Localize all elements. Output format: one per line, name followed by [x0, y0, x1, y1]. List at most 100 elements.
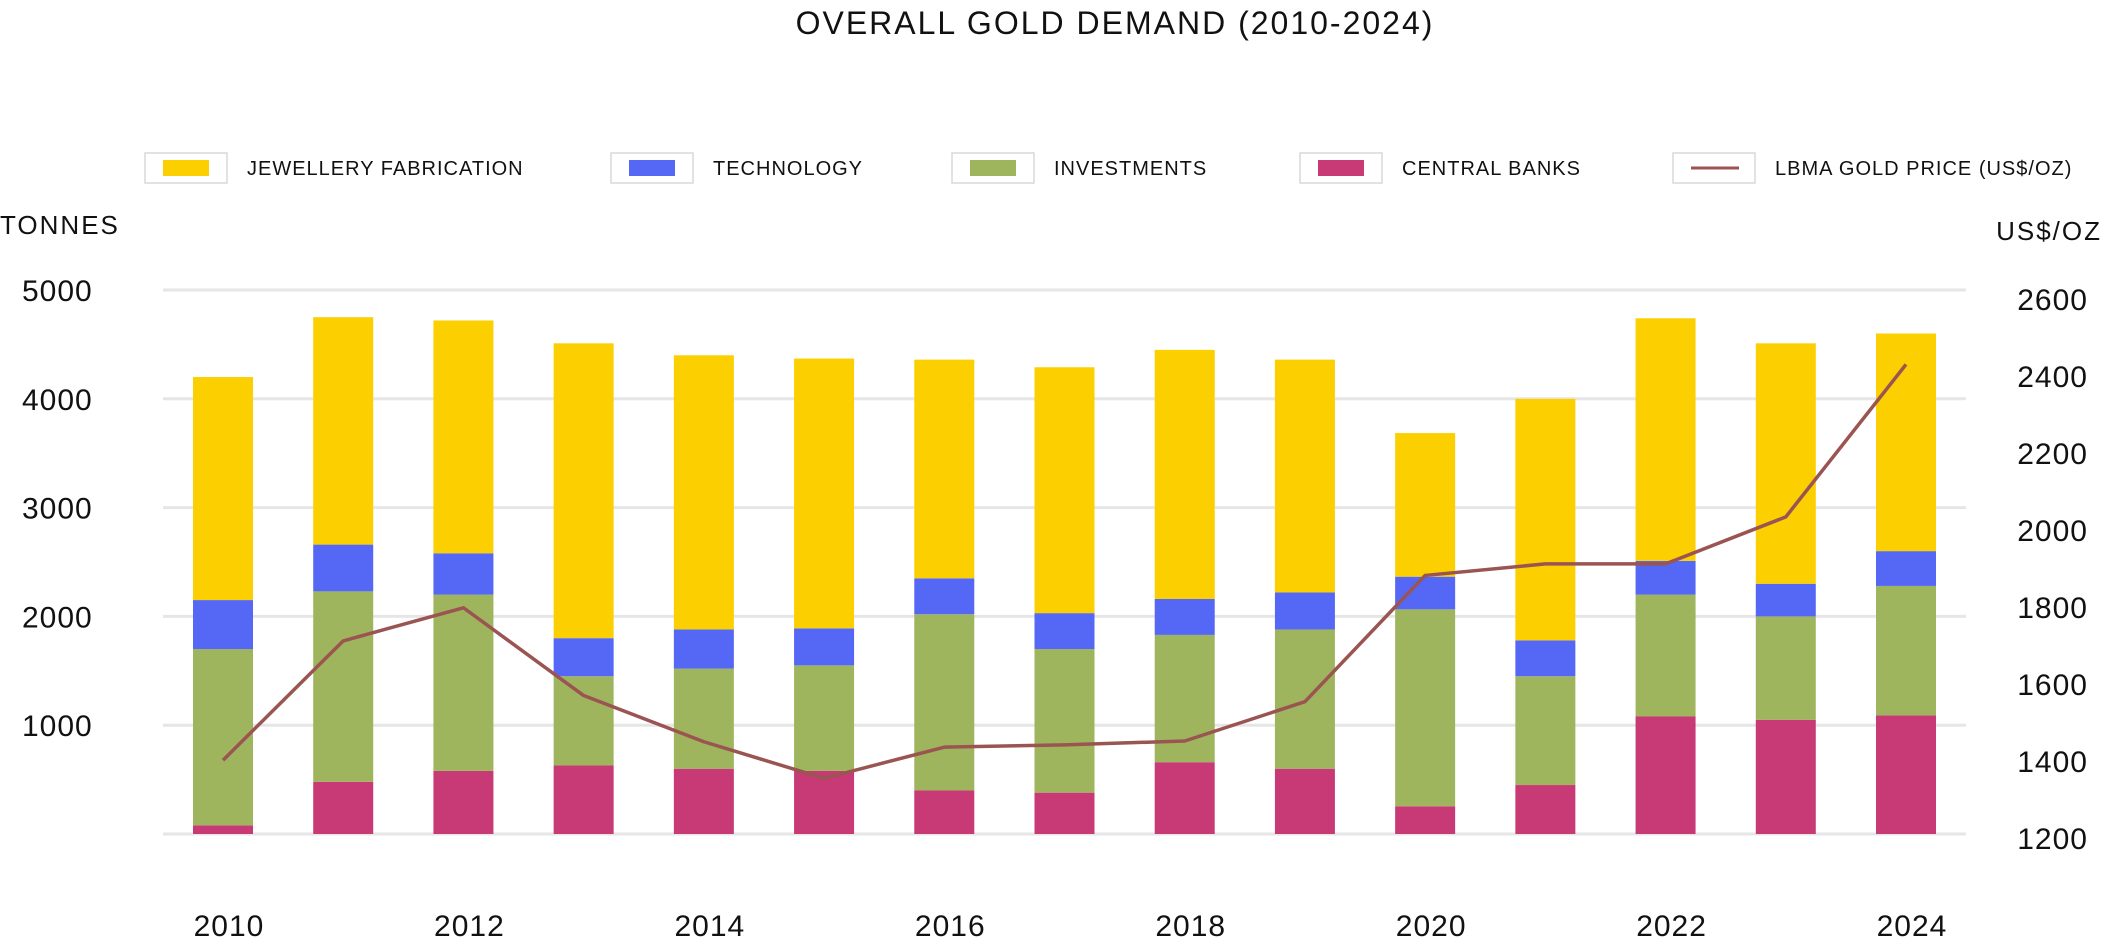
- bar-investments-2022: [1635, 594, 1696, 717]
- bar-stack-2018: [1154, 349, 1215, 834]
- legend-item-central-banks: CENTRAL BANKS: [1299, 152, 1581, 184]
- y-axis-right-ticks: 2600 2400 2200 2000 1800 1600 1400 1200: [2017, 284, 2088, 856]
- bar-stack-2014: [673, 355, 734, 834]
- bar-jewellery-fabrication-2022: [1635, 318, 1696, 561]
- legend-item-investments: INVESTMENTS: [951, 152, 1207, 184]
- bar-jewellery-fabrication-2015: [794, 358, 855, 629]
- bar-jewellery-fabrication-2023: [1755, 343, 1816, 584]
- bar-central-banks-2018: [1154, 762, 1215, 834]
- bar-stack-2021: [1515, 398, 1576, 834]
- bar-central-banks-2021: [1515, 785, 1576, 834]
- x-tick-label: 2020: [1396, 910, 1467, 943]
- bar-investments-2020: [1395, 609, 1456, 807]
- bar-technology-2021: [1515, 640, 1576, 677]
- bar-jewellery-fabrication-2024: [1876, 333, 1936, 552]
- bar-jewellery-fabrication-2010: [193, 377, 253, 601]
- legend-label: CENTRAL BANKS: [1402, 158, 1581, 180]
- bar-central-banks-2019: [1274, 768, 1335, 834]
- bar-jewellery-fabrication-2017: [1034, 367, 1095, 614]
- legend-swatch: [629, 160, 675, 176]
- bar-investments-2023: [1755, 616, 1816, 720]
- x-tick-label: 2018: [1155, 910, 1226, 943]
- legend-swatch: [970, 160, 1016, 176]
- bar-technology-2016: [914, 578, 975, 615]
- bar-central-banks-2015: [794, 770, 855, 834]
- bar-technology-2012: [433, 553, 494, 595]
- x-tick-label: 2016: [915, 910, 986, 943]
- bar-jewellery-fabrication-2011: [313, 317, 374, 545]
- y-left-tick-label: 1000: [22, 710, 93, 743]
- bar-investments-2017: [1034, 649, 1095, 793]
- bar-investments-2019: [1274, 629, 1335, 769]
- y-left-tick-label: 3000: [22, 493, 93, 526]
- bar-technology-2010: [193, 600, 253, 650]
- bar-technology-2013: [553, 638, 614, 677]
- bar-technology-2019: [1274, 592, 1335, 630]
- bar-jewellery-fabrication-2016: [914, 359, 975, 579]
- bar-stack-2019: [1274, 359, 1335, 834]
- bar-stack-2011: [313, 317, 374, 834]
- bar-technology-2020: [1395, 576, 1456, 610]
- legend: JEWELLERY FABRICATION TECHNOLOGY INVESTMEN…: [144, 152, 2071, 184]
- y-right-tick-label: 2000: [2017, 515, 2088, 548]
- bar-jewellery-fabrication-2021: [1515, 398, 1576, 641]
- x-tick-label: 2010: [194, 910, 265, 943]
- x-tick-label: 2014: [674, 910, 745, 943]
- bar-investments-2016: [914, 614, 975, 791]
- bar-stack-2023: [1755, 343, 1816, 834]
- bar-technology-2014: [673, 629, 734, 669]
- bar-stack-2015: [794, 358, 855, 834]
- x-tick-label: 2012: [434, 910, 505, 943]
- bar-investments-2024: [1876, 585, 1936, 716]
- y-axis-right-title: US$/OZ: [1996, 216, 2102, 246]
- price-line-path: [221, 363, 1908, 781]
- bar-jewellery-fabrication-2014: [673, 355, 734, 630]
- gold-price-line: [221, 363, 1908, 781]
- bar-jewellery-fabrication-2020: [1395, 433, 1456, 577]
- bar-stack-2016: [914, 359, 975, 834]
- y-right-tick-label: 1600: [2017, 669, 2088, 702]
- y-left-tick-label: 2000: [22, 601, 93, 634]
- bar-central-banks-2011: [313, 781, 374, 834]
- bar-stack-2013: [553, 343, 614, 834]
- legend-item-jewellery-fabrication: JEWELLERY FABRICATION: [144, 152, 523, 184]
- bar-technology-2022: [1635, 560, 1696, 595]
- bar-investments-2010: [193, 649, 253, 826]
- bar-central-banks-2012: [433, 770, 494, 834]
- bar-technology-2018: [1154, 598, 1215, 635]
- bar-jewellery-fabrication-2013: [553, 343, 614, 639]
- bar-technology-2024: [1876, 551, 1936, 586]
- legend-label: TECHNOLOGY: [713, 158, 863, 180]
- bar-technology-2023: [1755, 583, 1816, 617]
- bar-technology-2015: [794, 628, 855, 666]
- bar-investments-2021: [1515, 676, 1576, 786]
- y-right-tick-label: 1800: [2017, 592, 2088, 625]
- y-axis-left-ticks: 5000 4000 3000 2000 1000: [22, 275, 93, 743]
- bar-central-banks-2023: [1755, 719, 1816, 834]
- x-axis-ticks: 2010 2012 2014 2016 2018 2020 2022 2024: [194, 910, 1948, 943]
- bar-investments-2011: [313, 591, 374, 782]
- bar-investments-2013: [553, 676, 614, 766]
- legend-item-lbma-gold-price-us-oz: LBMA GOLD PRICE (US$/OZ): [1672, 152, 2071, 184]
- bar-jewellery-fabrication-2012: [433, 320, 494, 554]
- bar-central-banks-2014: [673, 768, 734, 834]
- y-left-tick-label: 4000: [22, 384, 93, 417]
- y-right-tick-label: 2200: [2017, 438, 2088, 471]
- bar-central-banks-2022: [1635, 716, 1696, 834]
- bar-technology-2011: [313, 544, 374, 592]
- bar-central-banks-2010: [193, 825, 253, 834]
- legend-label: INVESTMENTS: [1054, 158, 1207, 180]
- bar-jewellery-fabrication-2018: [1154, 349, 1215, 599]
- x-tick-label: 2022: [1636, 910, 1707, 943]
- x-tick-label: 2024: [1877, 910, 1948, 943]
- y-right-tick-label: 2400: [2017, 361, 2088, 394]
- bar-technology-2017: [1034, 613, 1095, 650]
- bar-investments-2014: [673, 668, 734, 769]
- y-right-tick-label: 1400: [2017, 746, 2088, 779]
- legend-swatch: [1318, 160, 1364, 176]
- legend-swatch: [163, 160, 209, 176]
- bar-stack-2020: [1395, 433, 1456, 834]
- bar-jewellery-fabrication-2019: [1274, 359, 1335, 593]
- bar-central-banks-2020: [1395, 806, 1456, 834]
